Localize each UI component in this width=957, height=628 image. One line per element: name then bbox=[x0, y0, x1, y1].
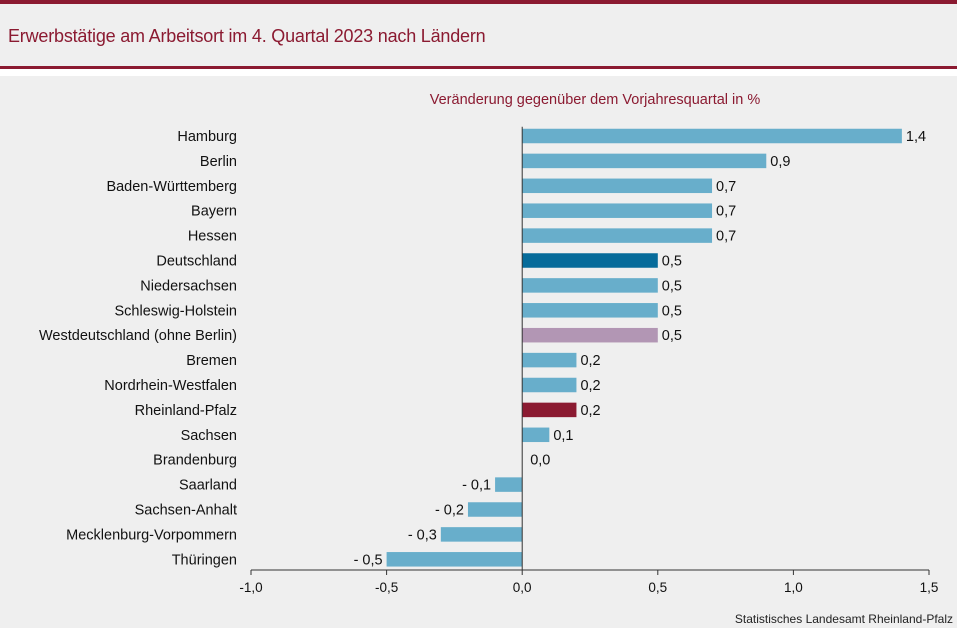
data-label: 0,7 bbox=[716, 229, 736, 245]
x-tick-label: 0,0 bbox=[513, 580, 532, 595]
source-note: Statistisches Landesamt Rheinland-Pfalz bbox=[734, 612, 953, 626]
category-label: Schleswig-Holstein bbox=[115, 303, 238, 319]
data-label: 0,5 bbox=[662, 303, 682, 319]
data-label: 0,5 bbox=[662, 328, 682, 344]
data-label: 0,0 bbox=[530, 453, 550, 469]
bar bbox=[522, 228, 713, 243]
data-label: 0,7 bbox=[716, 204, 736, 220]
bar bbox=[522, 327, 658, 343]
data-label: - 0,5 bbox=[354, 552, 383, 568]
data-label: 0,7 bbox=[716, 179, 736, 195]
category-label: Baden-Württemberg bbox=[106, 179, 237, 195]
bar bbox=[522, 377, 577, 393]
data-label: 0,9 bbox=[770, 154, 790, 170]
data-label: 0,2 bbox=[580, 353, 600, 369]
bar bbox=[522, 128, 902, 144]
data-label: - 0,2 bbox=[435, 503, 464, 519]
category-label: Bayern bbox=[191, 204, 237, 220]
category-label: Deutschland bbox=[156, 254, 237, 270]
data-label: - 0,3 bbox=[408, 527, 437, 543]
category-label: Brandenburg bbox=[153, 453, 237, 469]
bar bbox=[386, 552, 523, 567]
category-label: Westdeutschland (ohne Berlin) bbox=[39, 328, 237, 344]
bar bbox=[522, 352, 577, 368]
bar bbox=[467, 502, 523, 517]
data-label: 0,5 bbox=[662, 254, 682, 270]
bar bbox=[522, 402, 577, 418]
category-label: Mecklenburg-Vorpommern bbox=[66, 527, 237, 543]
bar bbox=[522, 253, 658, 268]
category-label: Sachsen bbox=[181, 428, 237, 444]
bar bbox=[440, 527, 523, 542]
category-label: Nordrhein-Westfalen bbox=[104, 378, 237, 394]
category-label: Thüringen bbox=[172, 552, 237, 568]
bar bbox=[522, 153, 767, 169]
data-label: 0,1 bbox=[553, 428, 573, 444]
category-label: Rheinland-Pfalz bbox=[135, 403, 237, 419]
category-label: Niedersachsen bbox=[140, 278, 237, 294]
chart-subtitle: Veränderung gegenüber dem Vorjahresquart… bbox=[430, 92, 761, 108]
data-label: 0,2 bbox=[580, 378, 600, 394]
x-tick-label: -1,0 bbox=[239, 580, 262, 595]
data-label: 0,5 bbox=[662, 278, 682, 294]
data-label: - 0,1 bbox=[462, 478, 491, 494]
x-tick-label: 0,5 bbox=[648, 580, 667, 595]
category-label: Hessen bbox=[188, 229, 237, 245]
bar-chart: Veränderung gegenüber dem Vorjahresquart… bbox=[39, 92, 939, 595]
bar bbox=[522, 178, 713, 194]
data-label: 0,2 bbox=[580, 403, 600, 419]
header-accent-rule bbox=[0, 66, 957, 69]
category-label: Hamburg bbox=[177, 129, 237, 145]
chart-panel: Veränderung gegenüber dem Vorjahresquart… bbox=[0, 76, 957, 628]
bar bbox=[522, 278, 658, 293]
x-tick-label: 1,5 bbox=[920, 580, 939, 595]
top-accent-rule bbox=[0, 0, 957, 4]
category-label: Bremen bbox=[186, 353, 237, 369]
bar bbox=[522, 427, 550, 443]
category-label: Saarland bbox=[179, 478, 237, 494]
page-title: Erwerbstätige am Arbeitsort im 4. Quarta… bbox=[8, 26, 486, 46]
category-label: Sachsen-Anhalt bbox=[135, 503, 237, 519]
bar bbox=[495, 477, 523, 492]
data-label: 1,4 bbox=[906, 129, 926, 145]
header-bar: Erwerbstätige am Arbeitsort im 4. Quarta… bbox=[0, 4, 957, 66]
bar bbox=[522, 203, 713, 218]
category-label: Berlin bbox=[200, 154, 237, 170]
bar bbox=[522, 303, 658, 318]
x-tick-label: 1,0 bbox=[784, 580, 803, 595]
x-tick-label: -0,5 bbox=[375, 580, 398, 595]
